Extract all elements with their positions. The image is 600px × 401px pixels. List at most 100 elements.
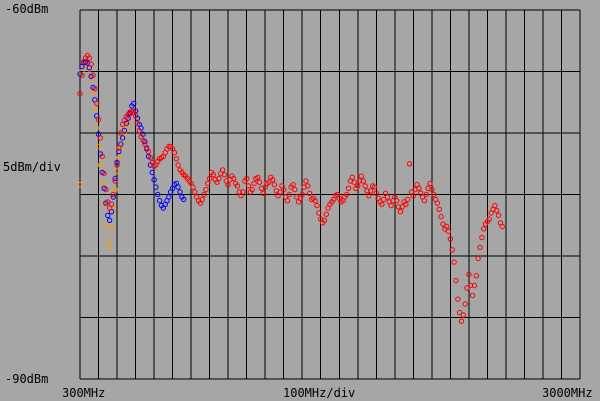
data-point xyxy=(281,186,287,193)
data-point xyxy=(153,184,159,190)
data-point xyxy=(260,190,266,197)
data-point xyxy=(492,202,498,209)
data-point xyxy=(231,175,237,182)
data-point xyxy=(90,72,96,78)
data-point xyxy=(92,105,98,112)
data-point xyxy=(410,193,416,199)
x-start-label: 300MHz xyxy=(62,386,106,400)
data-point xyxy=(210,172,217,178)
data-point xyxy=(105,199,111,205)
data-point xyxy=(95,143,102,150)
data-point xyxy=(475,255,481,262)
data-point xyxy=(399,204,405,210)
data-point xyxy=(306,190,313,197)
data-point xyxy=(110,194,117,200)
data-point xyxy=(206,175,213,182)
data-point xyxy=(225,182,231,188)
data-point xyxy=(77,90,83,97)
data-point xyxy=(266,179,272,185)
data-point xyxy=(349,174,355,181)
data-point xyxy=(105,212,111,219)
data-point xyxy=(177,189,183,195)
data-point xyxy=(444,223,450,230)
data-point xyxy=(175,184,181,190)
data-point xyxy=(366,193,372,199)
data-point xyxy=(201,191,207,198)
data-point xyxy=(462,301,468,307)
data-point xyxy=(434,200,441,206)
data-point xyxy=(205,180,211,187)
data-point xyxy=(405,196,411,203)
data-point xyxy=(99,153,105,160)
data-point xyxy=(97,135,104,141)
y-bottom-label: -90dBm xyxy=(5,372,49,386)
data-point xyxy=(88,61,94,67)
data-point xyxy=(134,120,141,126)
data-points xyxy=(77,52,505,324)
data-point xyxy=(114,159,120,166)
x-scale-label: 100MHz/div xyxy=(283,386,356,400)
data-point xyxy=(440,221,446,227)
data-point xyxy=(192,189,198,195)
data-point xyxy=(394,198,400,204)
data-point xyxy=(494,207,500,214)
data-point xyxy=(299,191,305,198)
data-point xyxy=(256,179,263,185)
data-point xyxy=(423,191,429,198)
data-point xyxy=(316,210,322,216)
data-point xyxy=(436,206,442,213)
data-point xyxy=(362,183,368,189)
data-point xyxy=(181,196,187,203)
data-point xyxy=(351,179,357,185)
data-point xyxy=(429,186,435,193)
data-point xyxy=(155,191,161,198)
data-point xyxy=(97,162,104,168)
data-point xyxy=(499,223,505,230)
data-point xyxy=(147,154,154,161)
data-point xyxy=(305,183,311,189)
data-point xyxy=(103,186,109,193)
data-point xyxy=(355,183,361,189)
data-point xyxy=(397,209,404,215)
data-point xyxy=(108,201,115,208)
data-point xyxy=(477,244,483,251)
data-point xyxy=(455,296,461,302)
data-point xyxy=(251,180,257,187)
series-1 xyxy=(77,52,505,324)
data-point xyxy=(114,168,120,174)
data-point xyxy=(447,236,454,242)
data-point xyxy=(438,213,444,220)
data-point xyxy=(240,189,246,195)
data-point xyxy=(101,170,107,177)
data-point xyxy=(427,180,433,187)
data-point xyxy=(145,148,152,155)
data-point xyxy=(421,198,428,204)
data-point xyxy=(244,175,250,182)
data-point xyxy=(358,173,365,179)
data-point xyxy=(395,204,402,210)
data-point xyxy=(79,72,85,78)
data-point xyxy=(403,201,409,208)
data-point xyxy=(136,127,143,134)
data-point xyxy=(151,177,157,183)
data-point xyxy=(456,309,463,316)
data-point xyxy=(458,318,465,324)
data-point xyxy=(381,196,387,203)
data-point xyxy=(388,202,394,209)
data-point xyxy=(95,116,102,123)
data-point xyxy=(416,185,422,192)
data-point xyxy=(121,127,128,134)
data-point xyxy=(356,178,363,184)
data-point xyxy=(92,86,98,92)
data-point xyxy=(166,194,172,200)
data-point xyxy=(314,202,320,209)
data-point xyxy=(486,216,492,222)
data-point xyxy=(292,186,298,193)
data-point xyxy=(368,188,374,194)
data-point xyxy=(112,178,118,184)
data-point xyxy=(116,154,122,161)
data-point xyxy=(379,201,385,208)
data-point xyxy=(344,191,350,198)
